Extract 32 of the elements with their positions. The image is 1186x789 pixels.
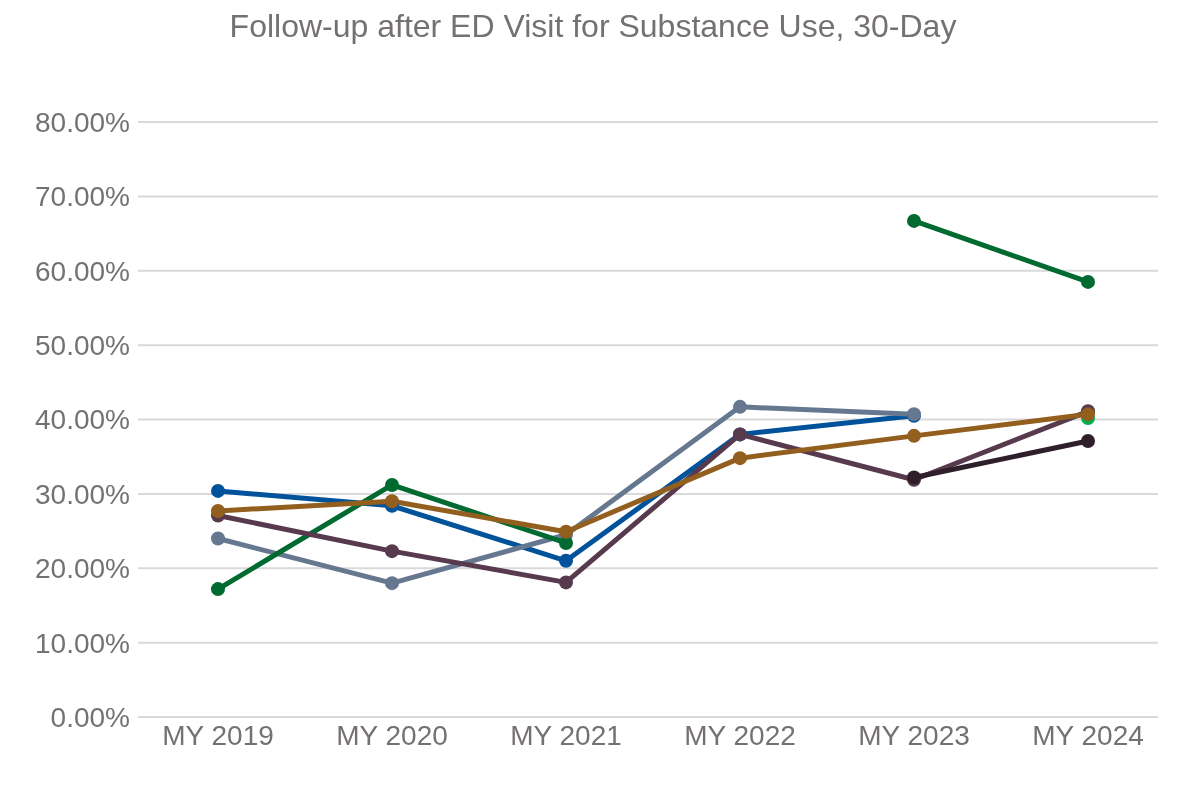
point bbox=[907, 428, 921, 443]
y-tick-label: 40.00% bbox=[35, 404, 130, 436]
x-tick-label: MY 2023 bbox=[858, 719, 970, 751]
point bbox=[211, 531, 225, 546]
point bbox=[211, 483, 225, 498]
x-tick-label: MY 2022 bbox=[684, 719, 796, 751]
y-tick-label: 70.00% bbox=[35, 181, 130, 213]
point bbox=[211, 582, 225, 597]
y-tick-label: 50.00% bbox=[35, 330, 130, 362]
x-tick-label: MY 2020 bbox=[336, 719, 448, 751]
y-tick-label: 60.00% bbox=[35, 255, 130, 287]
point bbox=[385, 576, 399, 591]
point bbox=[559, 553, 573, 568]
point bbox=[733, 451, 747, 466]
point bbox=[1081, 434, 1095, 449]
x-tick-label: MY 2019 bbox=[162, 719, 274, 751]
point bbox=[733, 399, 747, 414]
y-tick-label: 80.00% bbox=[35, 106, 130, 138]
point bbox=[1081, 274, 1095, 289]
chart-title: Follow-up after ED Visit for Substance Use, 30-Day bbox=[228, 8, 958, 46]
y-tick-label: 30.00% bbox=[35, 478, 130, 510]
x-tick-label: MY 2021 bbox=[510, 719, 622, 751]
y-tick-label: 0.00% bbox=[50, 701, 130, 733]
point bbox=[385, 494, 399, 509]
y-tick-label: 20.00% bbox=[35, 553, 130, 585]
y-tick-label: 10.00% bbox=[35, 627, 130, 659]
point bbox=[907, 213, 921, 228]
point bbox=[211, 503, 225, 518]
x-tick-label: MY 2024 bbox=[1032, 719, 1144, 751]
point bbox=[559, 575, 573, 590]
point bbox=[385, 477, 399, 492]
point bbox=[385, 544, 399, 559]
